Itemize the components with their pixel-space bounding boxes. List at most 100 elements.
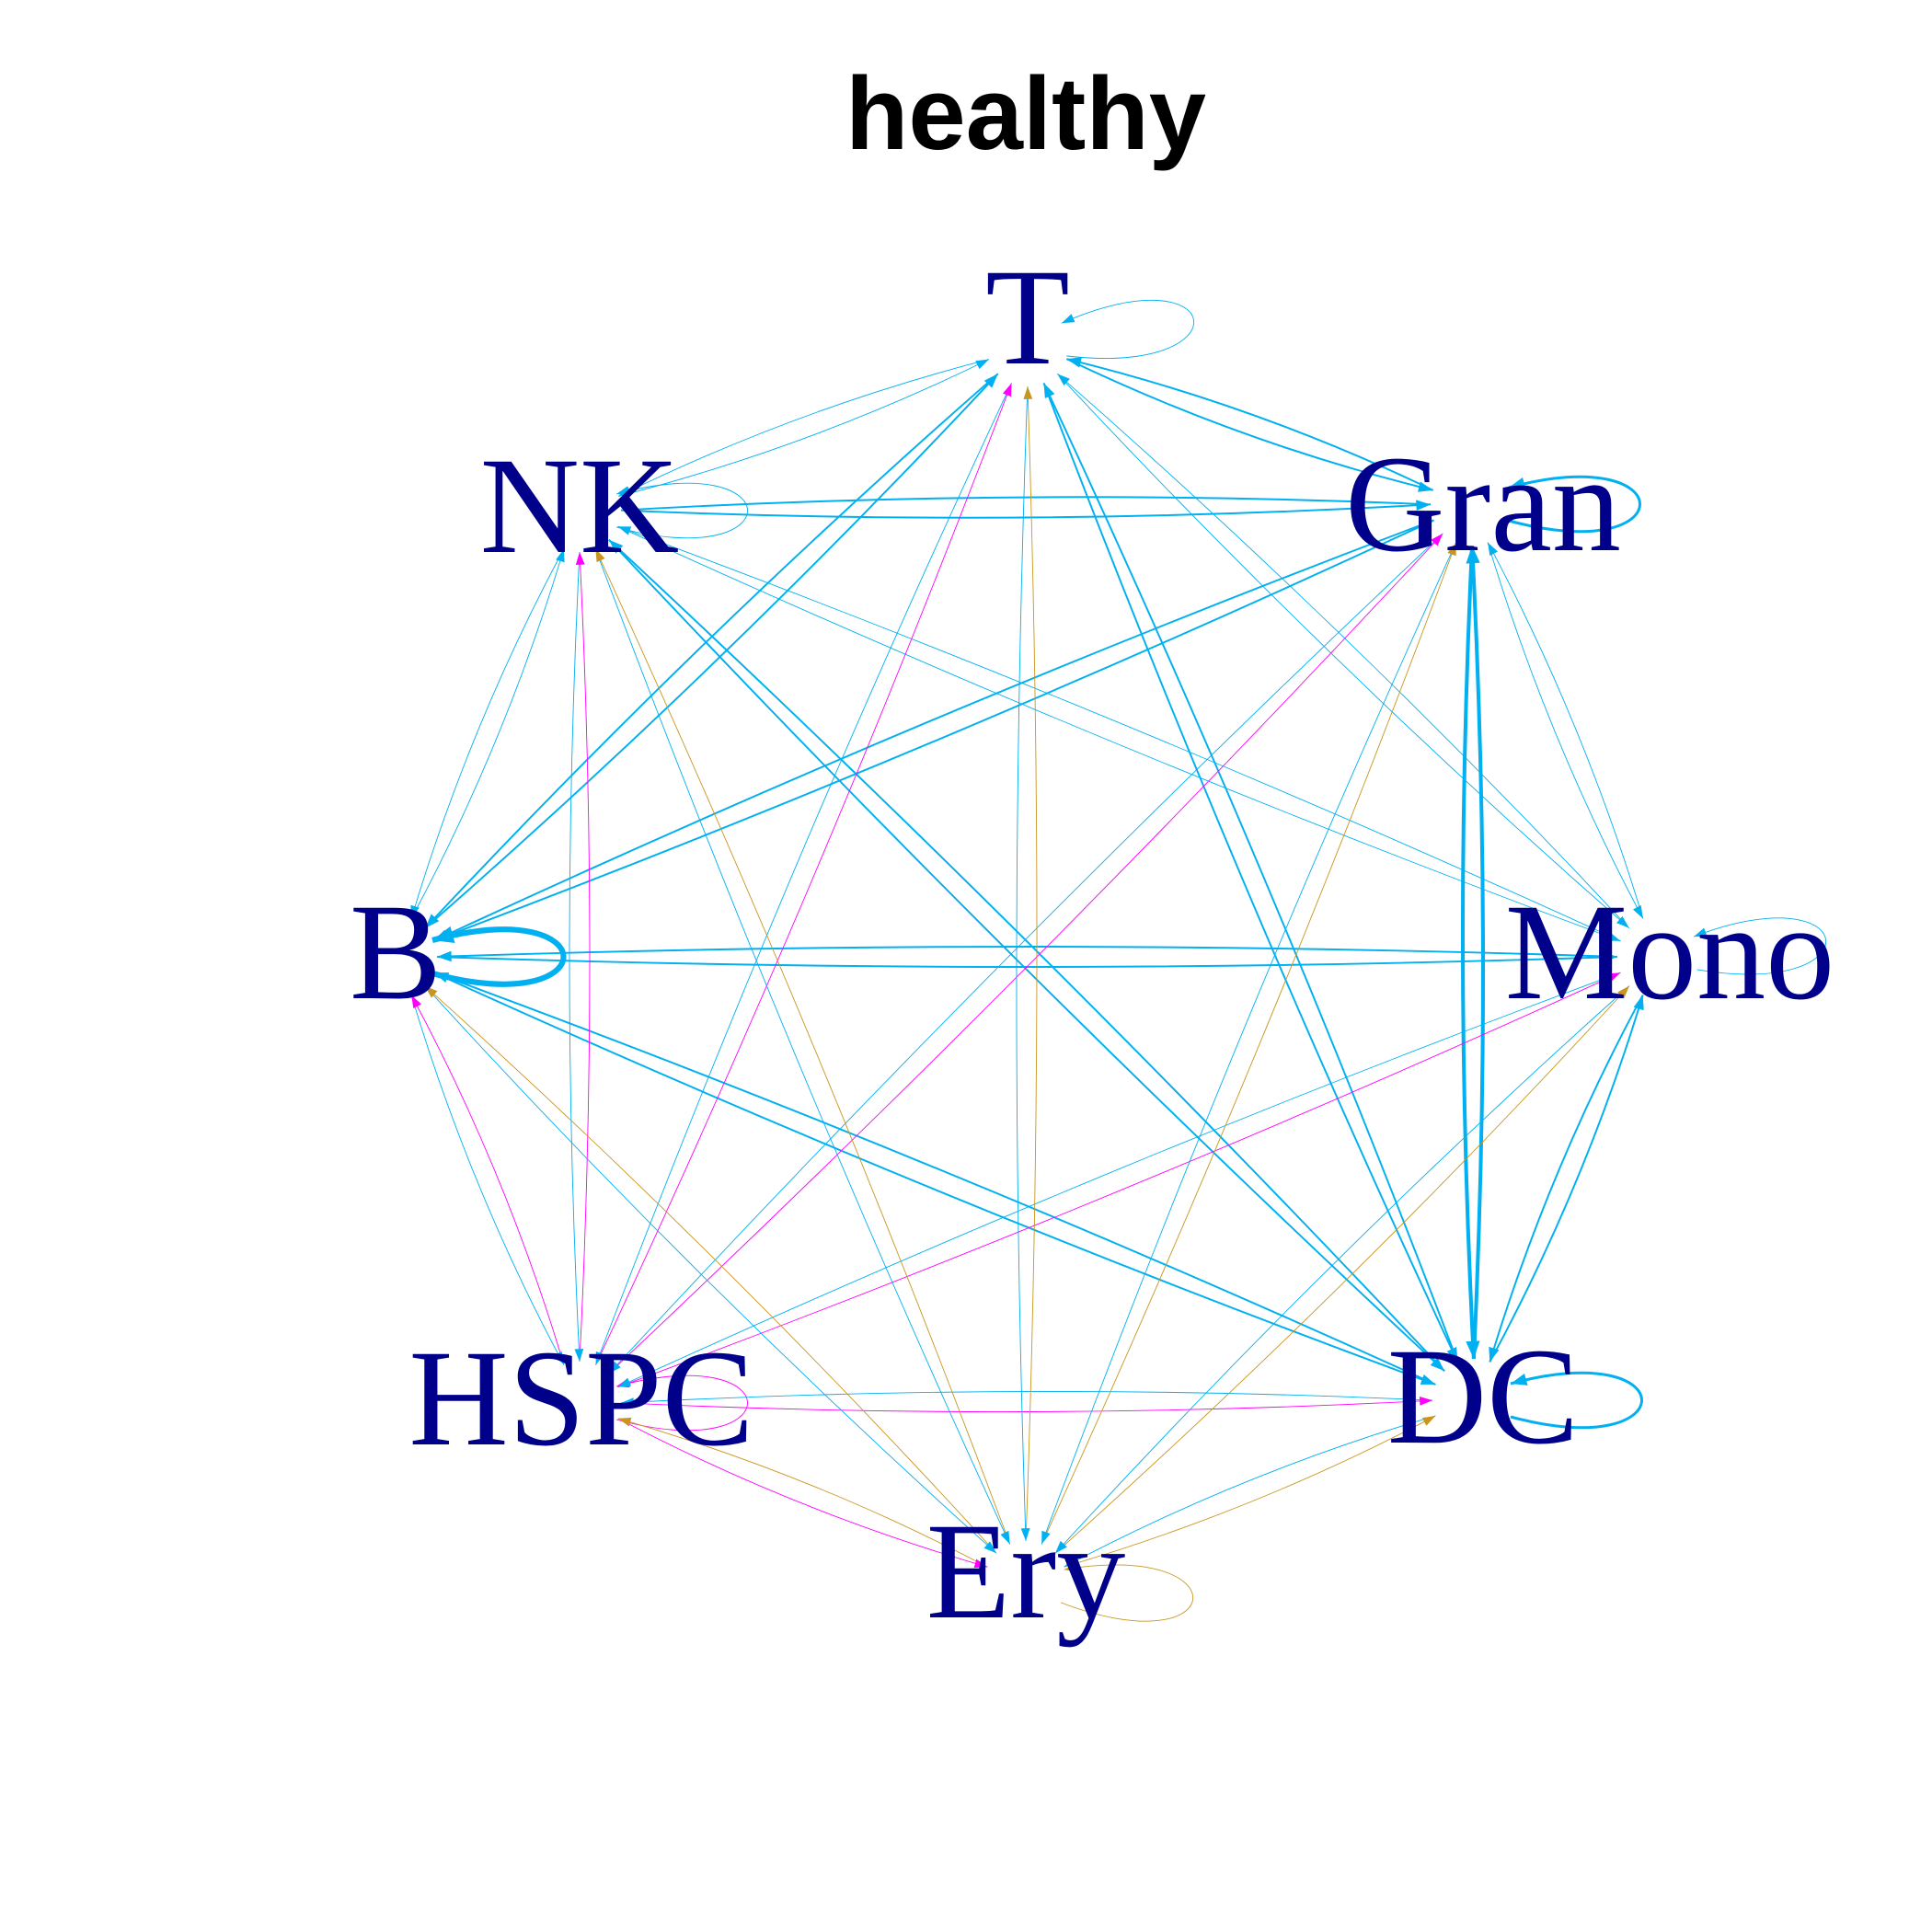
arrowhead-layer [410,314,1708,1572]
edge-gran-to-mono-arrowhead [1633,904,1643,919]
node-label-dc: DC [1387,1320,1579,1473]
edge-t-to-t [1061,300,1194,359]
edge-b-to-t-arrowhead [983,374,998,388]
edge-dc-to-dc-arrowhead [1511,1373,1528,1386]
edge-t-to-hspc-arrowhead [595,1351,605,1365]
edge-ery-to-b [424,985,997,1554]
diagram-title: healthy [845,56,1206,171]
edge-ery-to-hspc-arrowhead [617,1417,632,1427]
edge-ery-to-t [1025,385,1038,1542]
edge-gran-to-hspc-arrowhead [608,1361,621,1374]
edge-t-to-mono [1056,374,1629,929]
edge-nk-to-dc [608,539,1445,1372]
edge-layer [410,300,1827,1622]
edge-ery-to-hspc [617,1418,988,1568]
edge-gran-to-gran [1508,475,1641,534]
edge-gran-to-b [433,519,1434,942]
edge-dc-to-ery [1064,1415,1436,1568]
edge-dc-to-t [1042,383,1459,1363]
edge-hspc-to-mono-arrowhead [1606,972,1621,983]
edge-ery-to-gran [1041,542,1457,1545]
edge-nk-to-t-arrowhead [975,359,989,370]
edge-nk-to-b [410,548,565,919]
edge-dc-to-dc [1510,1371,1643,1430]
edge-mono-to-gran-arrowhead [1488,542,1498,557]
edge-t-to-t-arrowhead [1061,314,1075,324]
edge-mono-to-nk [617,525,1621,942]
node-label-layer: T Gran Mono DC Ery HSPC B NK [350,241,1834,1648]
edge-gran-to-nk-arrowhead [620,503,636,515]
edge-b-to-dc [433,972,1436,1386]
edge-hspc-to-t [595,383,1012,1365]
edge-nk-to-gran-arrowhead [1416,500,1432,512]
edge-nk-to-t [618,359,989,497]
edge-t-to-b-arrowhead [425,914,440,928]
edge-nk-to-nk [615,482,748,539]
edge-hspc-to-b-arrowhead [411,995,421,1009]
edge-gran-to-dc-arrowhead [1466,1340,1480,1360]
edge-gran-to-ery-arrowhead [1041,1530,1051,1545]
edge-gran-to-t [1066,358,1434,491]
edge-hspc-to-hspc [615,1374,748,1432]
edge-dc-to-nk [608,539,1445,1372]
edge-mono-to-dc-arrowhead [1489,1346,1500,1363]
node-label-b: B [350,876,442,1029]
edge-mono-to-hspc-arrowhead [617,1377,632,1387]
edge-mono-to-b-arrowhead [437,950,452,962]
edge-dc-to-mono-arrowhead [1633,995,1644,1011]
edge-gran-to-t-arrowhead [1066,357,1082,368]
edge-b-to-hspc-arrowhead [554,1351,564,1365]
edge-dc-to-ery-arrowhead [1064,1557,1078,1568]
edge-t-to-b [424,373,999,929]
edge-mono-to-t-arrowhead [1057,374,1070,386]
edge-dc-to-gran [1470,545,1486,1360]
edge-nk-to-mono [617,525,1621,942]
edge-ery-to-ery [1060,1564,1194,1622]
edge-b-to-mono-arrowhead [1603,951,1617,963]
edge-b-to-gran [433,519,1434,942]
edge-gran-to-nk [620,496,1432,512]
edge-dc-to-b [433,972,1436,1386]
edge-ery-to-mono-arrowhead [1617,985,1629,999]
node-label-gran: Gran [1345,428,1621,581]
edge-mono-to-b [436,946,1618,958]
edge-nk-to-gran [620,503,1432,519]
edge-gran-to-hspc [608,533,1443,1374]
edge-hspc-to-ery [617,1418,988,1568]
edge-nk-to-dc-arrowhead [1430,1357,1445,1372]
edge-mono-to-ery [1054,985,1630,1554]
edge-gran-to-ery [1041,542,1457,1545]
edge-dc-to-mono [1489,995,1644,1363]
node-label-hspc: HSPC [408,1322,753,1475]
edge-dc-to-hspc [620,1391,1433,1404]
edge-hspc-to-gran-arrowhead [1431,533,1443,546]
edge-mono-to-hspc [617,972,1621,1388]
edge-nk-to-hspc [569,551,581,1363]
edge-b-to-ery-arrowhead [983,1541,997,1554]
edge-hspc-to-ery-arrowhead [973,1558,988,1569]
edge-dc-to-b-arrowhead [433,972,450,983]
edge-nk-to-ery-arrowhead [1000,1530,1010,1545]
edge-ery-to-b-arrowhead [424,985,438,998]
edge-nk-to-hspc-arrowhead [574,1348,584,1362]
edge-ery-to-dc-arrowhead [1421,1415,1436,1426]
node-label-t: T [985,241,1070,394]
edge-nk-to-b-arrowhead [410,904,420,919]
edge-b-to-gran-arrowhead [1418,520,1434,532]
edge-nk-to-mono-arrowhead [1606,932,1621,941]
edge-ery-to-dc [1064,1415,1436,1568]
edge-hspc-to-nk-arrowhead [575,552,585,566]
edge-dc-to-gran-arrowhead [1466,545,1480,564]
edge-t-to-ery-arrowhead [1020,1528,1030,1541]
edge-hspc-to-dc-arrowhead [1419,1396,1433,1406]
edge-b-to-b [431,926,567,987]
edge-hspc-to-nk [579,551,591,1363]
edge-b-to-hspc [410,995,565,1365]
edge-dc-to-t-arrowhead [1043,383,1055,399]
edge-hspc-to-t-arrowhead [1002,383,1012,397]
edge-dc-to-nk-arrowhead [608,539,624,554]
edge-t-to-gran-arrowhead [1418,481,1433,492]
edge-mono-to-mono [1693,917,1827,975]
edge-nk-to-nk-arrowhead [616,486,630,496]
